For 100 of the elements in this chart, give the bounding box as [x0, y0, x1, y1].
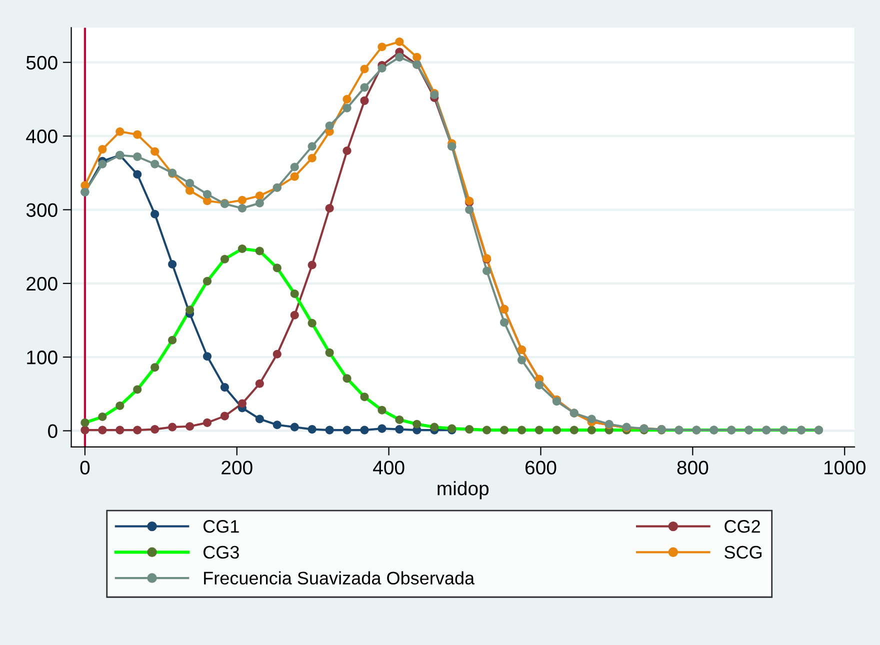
point: [325, 121, 334, 130]
point: [255, 379, 264, 388]
point: [325, 204, 334, 213]
point: [308, 154, 316, 162]
point: [255, 198, 264, 208]
point: [186, 306, 194, 314]
point: [116, 426, 124, 434]
point: [395, 52, 404, 62]
point: [342, 104, 352, 112]
point: [168, 260, 177, 269]
point: [98, 145, 107, 154]
point: [238, 204, 246, 213]
legend-label: CG2: [724, 520, 760, 533]
point: [290, 172, 299, 181]
x-tick-label: 800: [677, 460, 708, 474]
point: [238, 399, 246, 408]
point: [308, 425, 316, 434]
point: [133, 130, 142, 139]
point: [325, 348, 334, 357]
point: [360, 392, 369, 402]
point: [255, 414, 264, 424]
point: [186, 422, 194, 431]
point: [272, 264, 282, 272]
point: [395, 425, 404, 434]
point: [412, 420, 422, 428]
point: [552, 426, 561, 434]
point: [360, 83, 369, 92]
point: [360, 64, 369, 74]
legend-label: CG1: [204, 520, 239, 533]
point: [150, 160, 160, 168]
point: [150, 363, 160, 372]
point: [465, 205, 474, 214]
point: [517, 356, 526, 364]
legend-label: CG3: [204, 546, 239, 559]
point: [116, 127, 124, 136]
point: [482, 426, 492, 434]
y-tick-label: 300: [26, 203, 58, 217]
point: [587, 414, 596, 424]
point: [290, 162, 299, 172]
point: [360, 426, 369, 434]
x-tick-label: 1000: [824, 460, 866, 474]
point: [378, 406, 386, 414]
point: [133, 170, 142, 179]
point: [80, 426, 90, 434]
point: [186, 186, 194, 195]
point: [430, 422, 439, 432]
x-tick-label: 200: [222, 460, 252, 474]
x-tick-label: 0: [80, 460, 90, 474]
point: [220, 412, 230, 420]
point: [308, 260, 316, 270]
point: [220, 383, 230, 392]
point: [80, 418, 90, 427]
x-tick-label: 400: [373, 460, 404, 474]
point: [186, 178, 194, 188]
point: [290, 289, 299, 298]
point: [133, 385, 142, 394]
point: [150, 425, 160, 434]
point: [500, 318, 509, 327]
legend-label: SCG: [724, 546, 762, 559]
point: [133, 152, 142, 161]
point: [325, 426, 334, 434]
point: [570, 426, 578, 434]
point: [378, 424, 386, 433]
point: [342, 94, 352, 104]
point: [517, 426, 526, 434]
y-tick-label: 400: [26, 130, 58, 144]
point: [98, 160, 107, 168]
point: [202, 190, 212, 199]
y-tick-label: 0: [48, 424, 58, 438]
point: [238, 244, 246, 254]
point: [308, 142, 316, 151]
x-tick-label: 600: [526, 460, 556, 474]
y-tick-label: 500: [26, 56, 58, 70]
point: [378, 64, 386, 73]
point: [290, 422, 299, 432]
point: [534, 426, 544, 434]
point: [133, 426, 142, 434]
point: [360, 96, 369, 105]
point: [272, 420, 282, 430]
point: [168, 422, 177, 432]
point: [255, 246, 264, 256]
point: [272, 350, 282, 358]
point: [202, 352, 212, 361]
point: [465, 425, 474, 434]
point: [395, 415, 404, 424]
point: [150, 147, 160, 156]
point: [534, 380, 544, 390]
point: [220, 254, 230, 264]
point: [150, 210, 160, 218]
point: [98, 426, 107, 434]
point: [168, 336, 177, 344]
y-tick-label: 100: [27, 350, 58, 364]
x-axis-title: midop: [438, 481, 489, 500]
point: [342, 426, 352, 434]
point: [202, 276, 212, 286]
point: [482, 266, 492, 276]
legend-label: Frecuencia Suavizada Observada: [204, 571, 475, 585]
point: [238, 196, 246, 204]
point: [116, 401, 124, 410]
point: [255, 191, 264, 200]
